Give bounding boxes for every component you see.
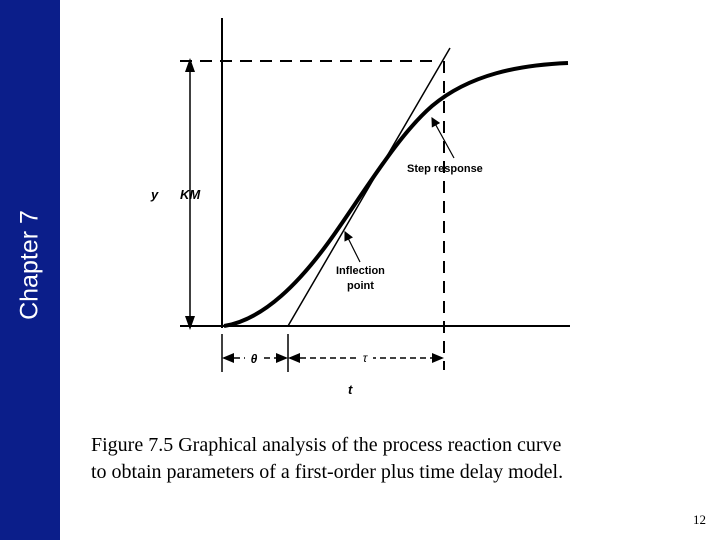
step-response-pointer [431, 116, 455, 159]
reaction-curve-figure: θ τ y KM Step response Inflection point … [150, 18, 570, 397]
step-response-label: Step response [407, 163, 483, 175]
theta-arrow-right [276, 353, 288, 363]
inflection-label-line1: Inflection [336, 265, 385, 277]
inflection-pointer [344, 230, 361, 263]
tau-label-bg [357, 348, 373, 368]
tau-arrow-right [432, 353, 444, 363]
figure-caption: Figure 7.5 Graphical analysis of the pro… [91, 432, 691, 486]
tau-label: τ [363, 351, 369, 365]
page-number: 12 [693, 512, 706, 527]
caption-line-2: to obtain parameters of a first-order pl… [91, 461, 564, 483]
theta-label: θ [251, 352, 258, 366]
tau-arrow-left [288, 353, 300, 363]
chapter-sidebar: Chapter 7 [0, 0, 60, 540]
t-axis-label: t [348, 382, 353, 397]
km-arrow-top [185, 58, 195, 72]
km-label: KM [180, 187, 201, 202]
step-response-curve [223, 61, 569, 328]
km-arrow-bottom [185, 316, 195, 330]
theta-label-bg [245, 348, 263, 368]
theta-arrow-left [222, 353, 234, 363]
chapter-title: Chapter 7 [15, 210, 44, 320]
y-label: y [150, 187, 159, 202]
caption-line-1: Figure 7.5 Graphical analysis of the pro… [91, 434, 562, 456]
inflection-label-line2: point [347, 280, 374, 292]
